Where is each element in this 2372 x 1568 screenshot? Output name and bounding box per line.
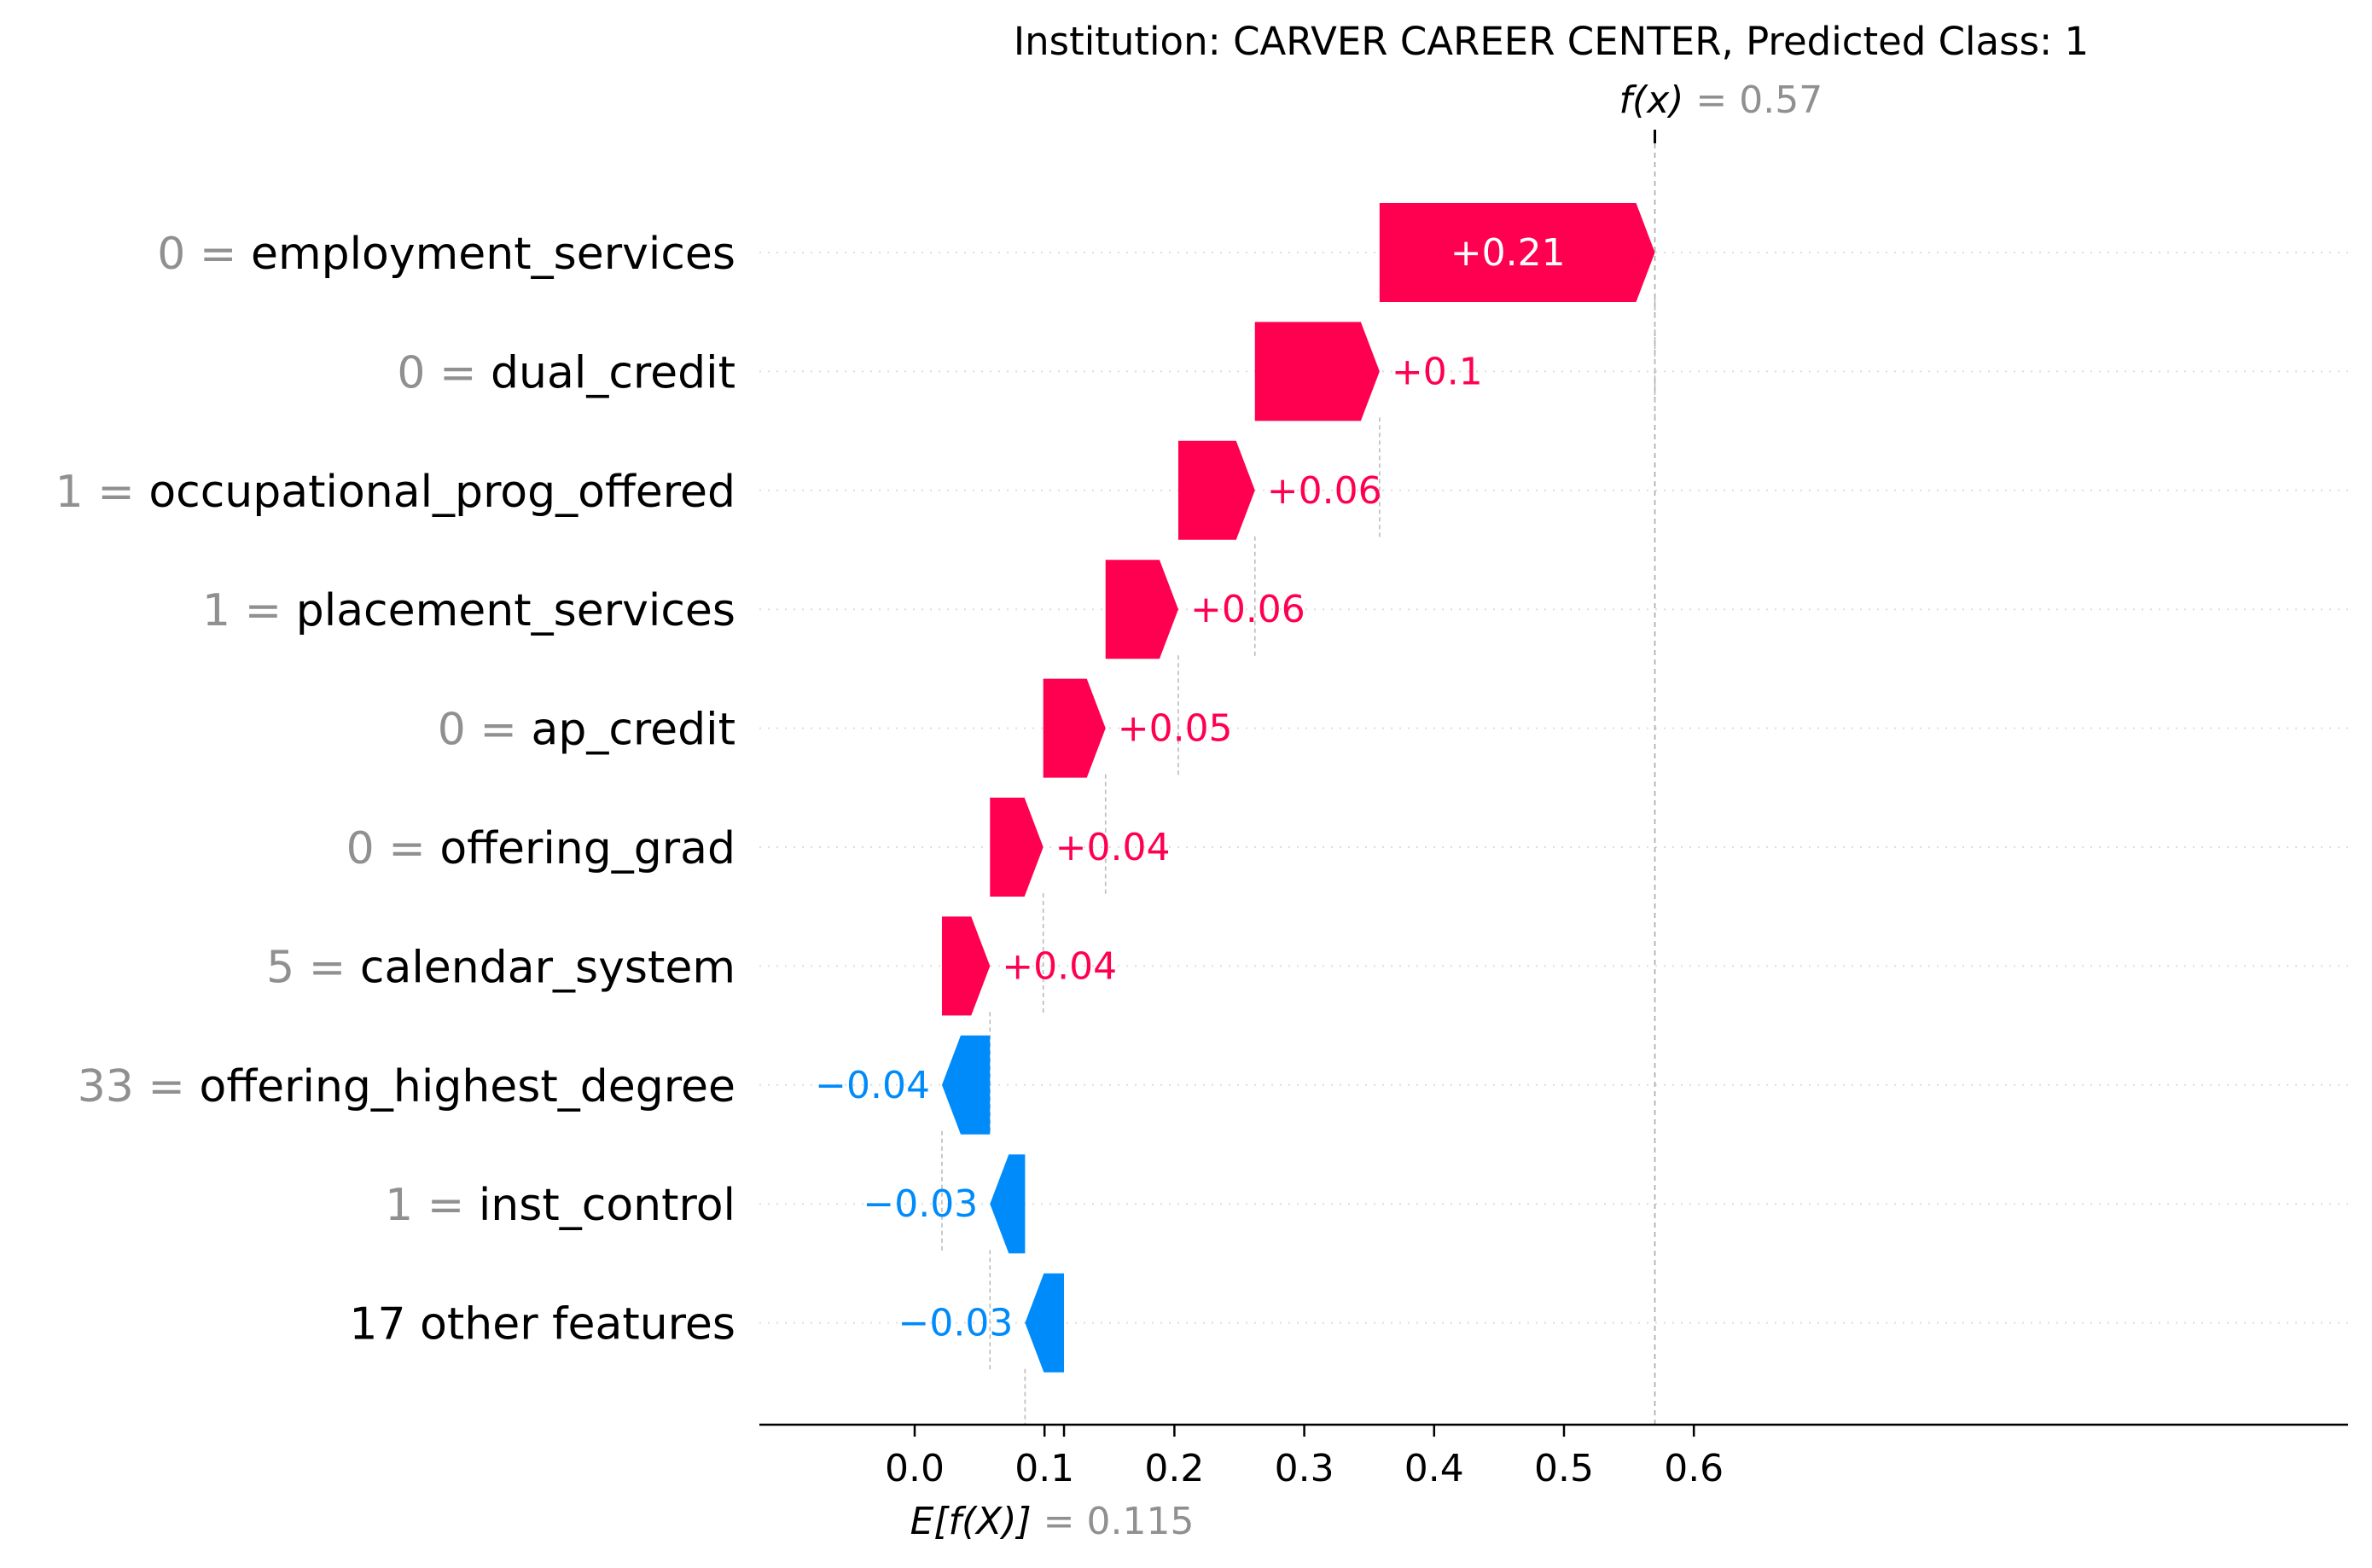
x-tick-label: 0.4 <box>1404 1447 1464 1490</box>
x-tick-label: 0.2 <box>1144 1447 1204 1490</box>
waterfall-bar <box>941 1035 991 1135</box>
feature-name: ap_credit <box>531 705 735 756</box>
bar-value-label: −0.03 <box>863 1182 978 1226</box>
feature-name: inst_control <box>479 1180 735 1231</box>
waterfall-bar <box>1105 560 1178 659</box>
feature-value: 0 = <box>157 229 251 280</box>
bar-value-label: +0.04 <box>1055 826 1171 869</box>
bar-layer: +0.21 +0.1 +0.06 +0.06 +0.05 +0.04 +0.04 −0.04 −… <box>815 203 1655 1373</box>
feature-value: 0 = <box>346 823 440 874</box>
feature-name: employment_services <box>251 229 735 280</box>
bar-value-label: −0.04 <box>815 1064 930 1107</box>
feature-label: 0 = offering_grad <box>346 823 735 874</box>
feature-label: 1 = inst_control <box>385 1180 735 1231</box>
grid-layer <box>759 252 2348 1324</box>
waterfall-bar <box>1379 203 1655 302</box>
bar-value-label: +0.21 <box>1451 231 1566 275</box>
feature-name: placement_services <box>296 585 735 636</box>
bar-value-label: +0.04 <box>1002 944 1117 988</box>
bar-value-label: +0.1 <box>1392 350 1483 393</box>
x-tick-label: 0.5 <box>1534 1447 1594 1490</box>
waterfall-bar <box>990 798 1044 897</box>
bar-value-label: +0.06 <box>1267 469 1382 513</box>
feature-value: 1 = <box>385 1180 479 1231</box>
feature-name: offering_grad <box>439 823 735 874</box>
x-tick-label: 0.0 <box>885 1447 945 1490</box>
feature-label: 17 other features <box>349 1299 735 1350</box>
feature-value: 0 = <box>397 347 491 398</box>
x-tick-label: 0.3 <box>1275 1447 1334 1490</box>
feature-value: 1 = <box>55 467 149 518</box>
feature-value: 33 = <box>78 1061 200 1112</box>
waterfall-bar <box>1254 322 1380 421</box>
feature-label: 5 = calendar_system <box>266 942 735 993</box>
feature-name: 17 other features <box>349 1299 735 1350</box>
feature-value: 1 = <box>202 585 296 636</box>
waterfall-bar <box>1025 1273 1065 1373</box>
x-axis: 0.0 0.1 0.2 0.3 0.4 0.5 0.6 E[f(X)] = 0.115 f(x)… <box>759 78 2348 1543</box>
x-tick-label: 0.1 <box>1014 1447 1074 1490</box>
feature-label: 33 = offering_highest_degree <box>78 1061 735 1112</box>
output-value-label: f(x) = 0.57 <box>1619 78 1823 122</box>
waterfall-bar <box>941 916 991 1016</box>
feature-label: 0 = dual_credit <box>397 347 735 398</box>
x-tick-label: 0.6 <box>1664 1447 1724 1490</box>
feature-name: offering_highest_degree <box>200 1061 736 1112</box>
bar-value-label: +0.06 <box>1190 588 1305 631</box>
output-value-prefix: f(x) <box>1619 78 1684 122</box>
base-value-label: E[f(X)] = 0.115 <box>910 1500 1195 1543</box>
feature-label: 0 = ap_credit <box>438 705 735 756</box>
feature-label: 1 = occupational_prog_offered <box>55 467 735 518</box>
feature-name: occupational_prog_offered <box>148 467 735 518</box>
feature-label: 1 = placement_services <box>202 585 735 636</box>
bar-value-label: −0.03 <box>898 1302 1014 1345</box>
output-value-number: = 0.57 <box>1683 78 1823 122</box>
feature-name: calendar_system <box>360 942 735 993</box>
feature-value: 0 = <box>438 705 532 756</box>
waterfall-bar <box>1177 440 1255 540</box>
feature-label: 0 = employment_services <box>157 229 735 280</box>
waterfall-bar <box>990 1154 1026 1254</box>
base-value-number: = 0.115 <box>1032 1500 1195 1543</box>
feature-name: dual_credit <box>491 347 735 398</box>
chart-title: Institution: CARVER CAREER CENTER, Predi… <box>1014 19 2089 64</box>
waterfall-bar <box>1043 678 1106 778</box>
feature-value: 5 = <box>266 942 360 993</box>
base-value-prefix: E[f(X)] <box>910 1500 1032 1543</box>
bar-value-label: +0.05 <box>1118 707 1233 751</box>
